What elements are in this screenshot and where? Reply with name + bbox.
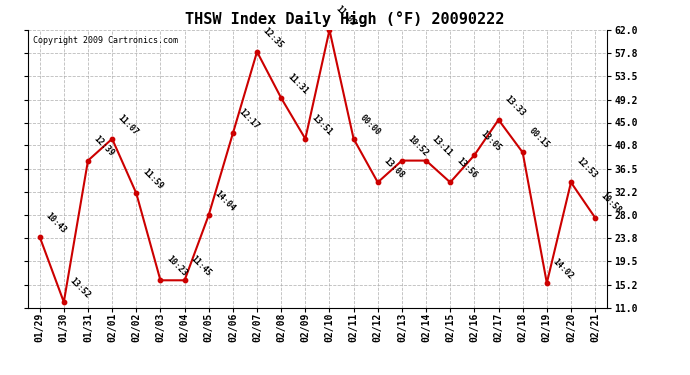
Text: 13:05: 13:05 (479, 129, 502, 153)
Point (34, 234, 46, 240)
Text: 10:58: 10:58 (600, 192, 623, 216)
Text: 13:08: 13:08 (382, 156, 406, 180)
Text: 13:52: 13:52 (68, 276, 92, 300)
Text: 13:11: 13:11 (431, 134, 454, 158)
Text: 12:53: 12:53 (575, 156, 599, 180)
Text: 00:00: 00:00 (358, 112, 382, 136)
Text: Copyright 2009 Cartronics.com: Copyright 2009 Cartronics.com (33, 36, 179, 45)
Point (155, 277, 166, 283)
Text: 13:33: 13:33 (503, 94, 526, 118)
Text: 14:02: 14:02 (551, 257, 575, 281)
Point (299, 136, 310, 142)
Point (444, 179, 455, 185)
Text: 11:07: 11:07 (117, 112, 140, 136)
Point (565, 179, 576, 185)
Text: 11:45: 11:45 (189, 254, 213, 278)
Point (373, 179, 384, 185)
Point (228, 130, 239, 136)
Point (420, 158, 432, 164)
Text: 10:23: 10:23 (165, 254, 188, 278)
Point (58, 299, 69, 305)
Point (396, 158, 407, 164)
Text: 12:17: 12:17 (237, 107, 261, 131)
Text: 13:56: 13:56 (455, 156, 478, 180)
Point (179, 277, 190, 283)
Point (251, 49, 262, 55)
Point (130, 190, 142, 196)
Text: 11:59: 11:59 (141, 167, 164, 191)
Text: 10:43: 10:43 (44, 210, 68, 235)
Text: 13:51: 13:51 (310, 112, 333, 136)
Point (348, 136, 359, 142)
Text: 10:52: 10:52 (406, 134, 430, 158)
Point (469, 152, 480, 158)
Text: 14:04: 14:04 (213, 189, 237, 213)
Point (203, 212, 214, 218)
Point (276, 95, 287, 101)
Point (518, 149, 529, 155)
Point (106, 136, 117, 142)
Point (83, 158, 94, 164)
Point (541, 280, 552, 286)
Point (493, 117, 504, 123)
Point (324, 27, 335, 33)
Text: 11:31: 11:31 (286, 72, 309, 96)
Text: THSW Index Daily High (°F) 20090222: THSW Index Daily High (°F) 20090222 (186, 11, 504, 27)
Text: 12:35: 12:35 (262, 26, 285, 50)
Text: 00:15: 00:15 (527, 126, 551, 150)
Point (589, 215, 600, 221)
Text: 12:39: 12:39 (92, 134, 116, 158)
Text: 11:09: 11:09 (334, 4, 357, 28)
